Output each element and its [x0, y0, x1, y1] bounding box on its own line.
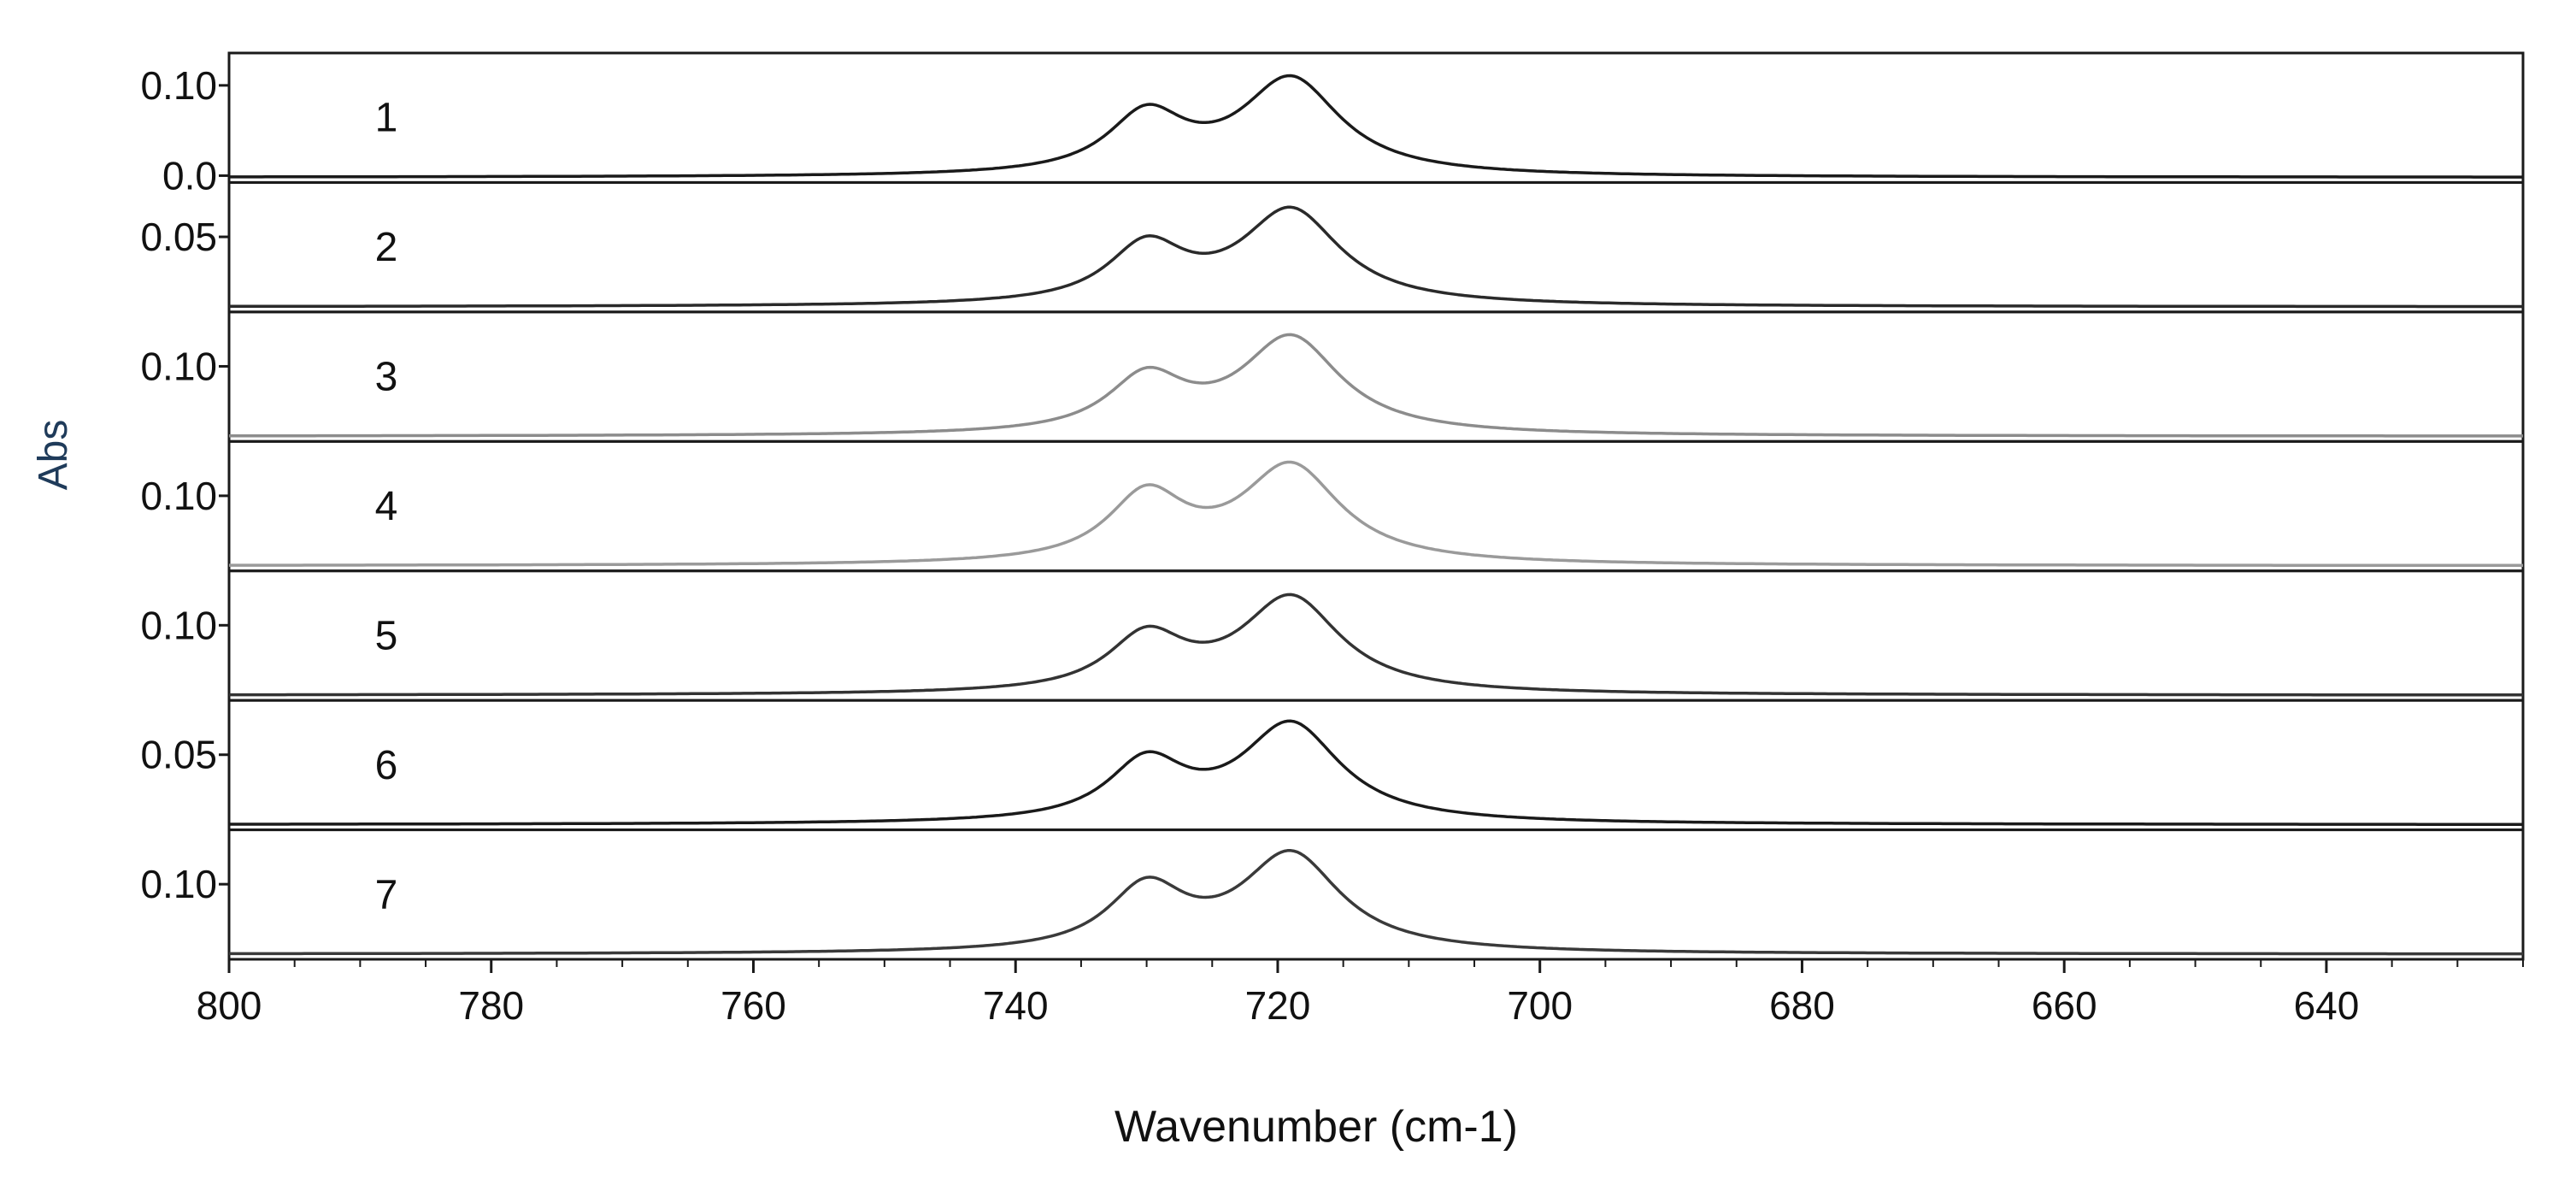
panel-frame [227, 569, 2525, 702]
x-tick-label: 640 [2294, 983, 2360, 1028]
y-tick-label: 0.10 [140, 603, 217, 647]
y-tick-label: 0.10 [140, 862, 217, 906]
spectrum-panel-2: 2 [227, 180, 2525, 314]
panel-frame [227, 180, 2525, 314]
x-axis-title: Wavenumber (cm-1) [1115, 1102, 1518, 1152]
y-axis-labels: 0.10 0.0 0.05 0.10 0.10 0.10 0.05 0.10 [140, 63, 229, 906]
y-tick-label: 0.10 [140, 63, 217, 108]
spectrum-panel-4: 4 [227, 439, 2525, 573]
y-tick-label: 0.10 [140, 344, 217, 388]
spectrum-line-5 [229, 593, 2523, 697]
spectrum-panel-7: 7 [227, 828, 2525, 961]
spectrum-label: 6 [375, 743, 398, 788]
spectrum-panel-5: 5 [227, 569, 2525, 702]
x-tick-label: 700 [1507, 983, 1573, 1028]
x-tick-label: 760 [720, 983, 786, 1028]
spectrum-line-7 [229, 849, 2523, 956]
spectrum-line-4 [229, 460, 2524, 568]
y-tick-label: 0.0 [162, 153, 217, 198]
x-tick-label: 680 [1769, 983, 1835, 1028]
spectrum-label: 4 [375, 484, 398, 529]
x-axis: 800 780 760 740 720 700 680 660 640 [197, 959, 2524, 1028]
y-axis-title: Abs [31, 420, 76, 491]
panel-frame [227, 439, 2525, 573]
spectrum-line-1 [229, 74, 2523, 179]
panels-layer: 1 2 3 4 5 6 7 [227, 51, 2525, 961]
spectrum-panel-1: 1 [227, 51, 2525, 184]
x-tick-label: 660 [2032, 983, 2097, 1028]
panel-frame [227, 828, 2525, 961]
panel-frame [227, 699, 2525, 832]
spectrum-panel-3: 3 [227, 310, 2525, 443]
y-tick-label: 0.05 [140, 733, 217, 777]
spectrum-label: 3 [375, 355, 398, 400]
y-tick-label: 0.05 [140, 215, 217, 259]
y-tick-label: 0.10 [140, 474, 217, 518]
spectrum-line-2 [229, 205, 2523, 309]
spectrum-label: 1 [375, 96, 398, 141]
x-tick-label: 800 [197, 983, 262, 1028]
spectrum-label: 7 [375, 872, 398, 917]
x-tick-label: 780 [458, 983, 524, 1028]
spectrum-panel-6: 6 [227, 699, 2525, 832]
spectrum-label: 5 [375, 613, 398, 658]
spectrum-line-3 [229, 333, 2523, 438]
x-tick-label: 740 [983, 983, 1049, 1028]
x-tick-label: 720 [1245, 983, 1311, 1028]
panel-frame [227, 51, 2525, 184]
spectrum-line-6 [229, 719, 2523, 826]
spectrum-label: 2 [375, 225, 398, 270]
panel-frame [227, 310, 2525, 443]
